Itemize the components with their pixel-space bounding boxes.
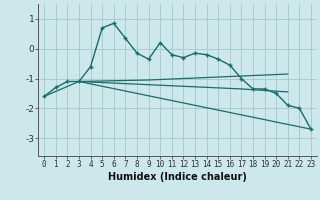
X-axis label: Humidex (Indice chaleur): Humidex (Indice chaleur) bbox=[108, 172, 247, 182]
